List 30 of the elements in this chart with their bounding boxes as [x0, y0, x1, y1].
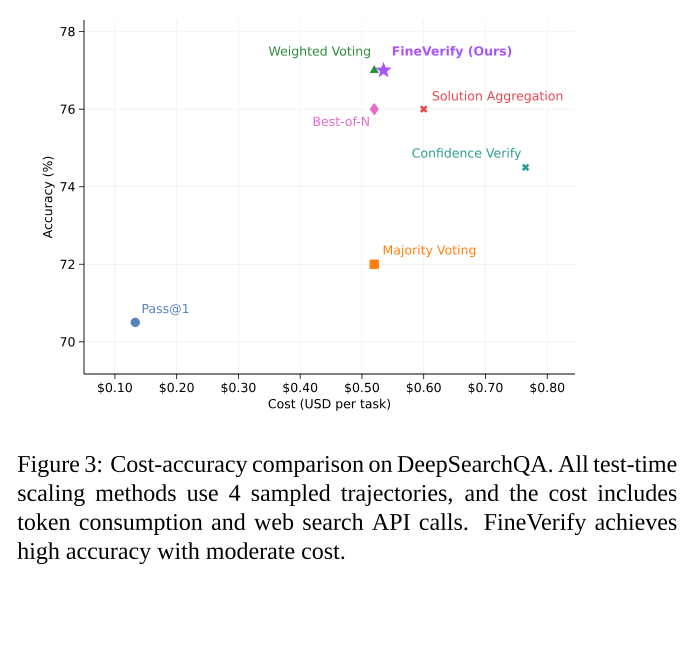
y-tick-label: 74 [60, 182, 75, 192]
series-label: Weighted Voting [268, 46, 370, 58]
point [420, 105, 428, 114]
caption: Figure 3: Cost-accuracy comparison on DeepSearchQA. All test-time scaling methods use 4 sampled trajectories, and the cost includes token consumption and web search API calls. FineVerify achieves high accuracy with moderate cost. [17, 455, 676, 564]
y-tick-label: 72 [60, 260, 74, 269]
x-tick-label: $0.70 [468, 382, 503, 394]
series-label: Best-of-N [314, 116, 369, 126]
x-tick-label: $0.40 [283, 382, 318, 394]
x-tick-label: $0.10 [98, 382, 132, 394]
y-tick-label: 78 [60, 26, 75, 36]
point [376, 62, 392, 78]
series-label: Confidence Verify [412, 148, 522, 160]
point [370, 260, 379, 269]
x-tick-label: $0.30 [222, 382, 256, 394]
y-tick-label: 76 [60, 104, 75, 114]
series-label: Pass@1 [142, 304, 188, 316]
series-label: Majority Voting [384, 244, 476, 258]
point [370, 65, 379, 74]
y-axis-title: Accuracy (%) [42, 156, 55, 238]
point [521, 163, 530, 172]
x-tick-label: $0.80 [530, 382, 564, 394]
y-tick-label: 70 [60, 337, 75, 347]
series-label: Solution Aggregation [432, 90, 562, 103]
x-tick-label: $0.20 [160, 382, 194, 394]
x-axis-title: Cost (USD per task) [268, 398, 390, 411]
series-label: FineVerify (Ours) [392, 46, 512, 58]
x-tick-label: $0.60 [406, 382, 441, 394]
x-tick-label: $0.50 [345, 382, 379, 394]
point [370, 102, 379, 116]
point [130, 318, 140, 328]
